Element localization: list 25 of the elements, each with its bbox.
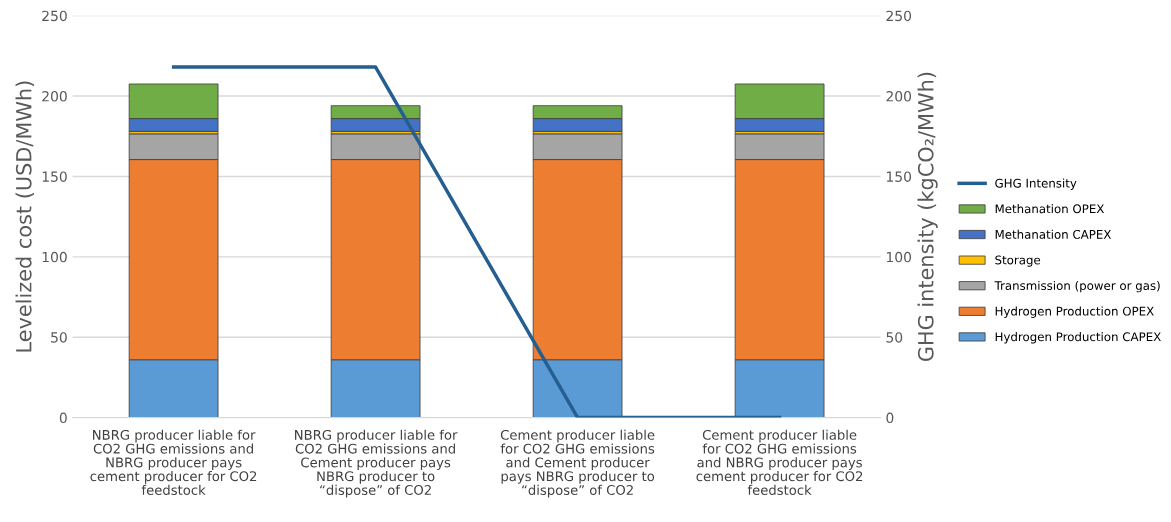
y-tick-label: 0	[59, 412, 67, 424]
legend-label: Storage	[995, 255, 1041, 267]
y2-tick-label: 100	[886, 251, 912, 263]
y-tick-label: 250	[42, 10, 67, 22]
y2-axis-title: GHG intensity (kgCO₂/MWh)	[917, 72, 938, 362]
x-tick-label: NBRG producer liable for CO2 GHG emissions and Cement producer pays NBRG producer to “dispose” of CO2	[295, 429, 458, 498]
y-tick-label: 200	[42, 91, 67, 102]
y2-tick-label: 200	[886, 91, 912, 102]
y-tick-label: 150	[42, 171, 67, 182]
x-tick-label: Cement producer liable for CO2 GHG emissions and NBRG producer pays cement producer for CO2 feedstock	[696, 429, 863, 495]
y2-tick-label: 50	[886, 332, 903, 343]
legend-label: Methanation CAPEX	[995, 229, 1112, 239]
legend-label: Transmission (power or gas)	[994, 280, 1160, 293]
y-tick-label: 50	[51, 332, 67, 343]
y2-tick-label: 0	[886, 412, 894, 424]
y2-tick-label: 250	[886, 10, 912, 22]
legend-label: Hydrogen Production CAPEX	[995, 332, 1161, 344]
x-tick-label: Cement producer liable for CO2 GHG emissions and Cement producer pays NBRG producer to “dispose” of CO2	[500, 429, 655, 498]
legend-label: GHG Intensity	[995, 178, 1077, 190]
legend-label: Methanation OPEX	[995, 204, 1105, 214]
y-tick-label: 100	[42, 251, 67, 263]
y-axis-title: Levelized cost (USD/MWh)	[15, 81, 35, 352]
y2-tick-label: 150	[886, 171, 912, 182]
legend-label: Hydrogen Production OPEX	[995, 306, 1154, 318]
x-tick-label: NBRG producer liable for CO2 GHG emissions and NBRG producer pays cement producer for CO2 feedstock	[90, 429, 257, 495]
